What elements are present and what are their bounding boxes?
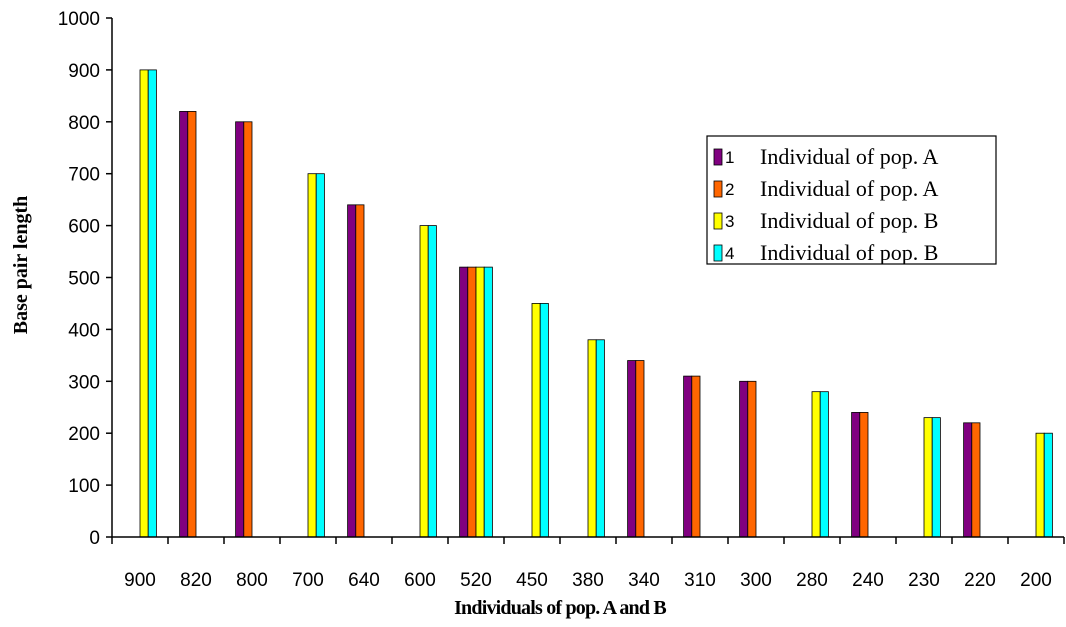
bar-series-1-820 — [179, 111, 189, 538]
bar-series-4-200 — [1043, 432, 1053, 538]
legend-label-2: Individual of pop. A — [760, 176, 939, 201]
x-tick-label-300: 300 — [740, 570, 772, 591]
legend-number-4: 4 — [725, 244, 734, 263]
bar-series-2-340 — [635, 360, 645, 538]
x-tick-label-450: 450 — [516, 570, 548, 591]
x-ticks-group: 900 820 800 700 640 600 520 450 380 340 310 300 280 2… — [111, 537, 1065, 591]
y-tick-label-400: 400 — [68, 320, 100, 341]
y-tick-label-100: 100 — [68, 476, 100, 497]
y-tick-label-1000: 1000 — [58, 9, 100, 30]
bar-series-2-300 — [747, 380, 757, 538]
y-tick-label-600: 600 — [68, 217, 100, 238]
x-tick-label-600: 600 — [404, 570, 436, 591]
bar-series-1-800 — [235, 121, 245, 538]
bar-series-3-520 — [475, 266, 485, 538]
x-tick-label-700: 700 — [292, 570, 324, 591]
legend-number-1: 1 — [725, 148, 734, 167]
x-axis-title: Individuals of pop. A and B — [454, 597, 666, 619]
legend-number-2: 2 — [725, 180, 734, 199]
y-tick-label-700: 700 — [68, 165, 100, 186]
bars-group — [139, 69, 1053, 538]
y-tick-label-300: 300 — [68, 372, 100, 393]
bar-series-3-280 — [811, 391, 821, 538]
x-tick-label-310: 310 — [684, 570, 716, 591]
y-tick-label-500: 500 — [68, 269, 100, 290]
legend-label-3: Individual of pop. B — [760, 208, 938, 233]
legend-swatch-2 — [713, 180, 723, 198]
bar-series-2-310 — [691, 375, 701, 538]
bar-series-2-800 — [243, 121, 253, 538]
legend-swatch-1 — [713, 148, 723, 166]
y-tick-label-0: 0 — [89, 528, 100, 549]
bar-series-3-900 — [139, 69, 149, 538]
bar-series-4-230 — [931, 417, 941, 538]
legend: 1 Individual of pop. A 2 Individual of pop.… — [706, 135, 997, 265]
x-tick-label-220: 220 — [964, 570, 996, 591]
bar-series-4-600 — [427, 225, 437, 538]
x-tick-label-900: 900 — [124, 570, 156, 591]
y-tick-label-200: 200 — [68, 424, 100, 445]
bar-series-4-700 — [315, 173, 325, 538]
x-tick-label-640: 640 — [348, 570, 380, 591]
bar-series-4-520 — [483, 266, 493, 538]
bar-series-3-450 — [531, 303, 541, 538]
bar-series-4-900 — [147, 69, 157, 538]
bar-series-1-310 — [683, 375, 693, 538]
bar-series-1-220 — [963, 422, 973, 538]
legend-box — [706, 135, 997, 265]
bar-series-1-640 — [347, 204, 357, 538]
legend-number-3: 3 — [725, 212, 734, 231]
bar-series-1-300 — [739, 380, 749, 538]
bar-series-1-520 — [459, 266, 469, 538]
bar-series-2-520 — [467, 266, 477, 538]
bar-series-4-450 — [539, 303, 549, 538]
bar-series-2-820 — [187, 111, 197, 538]
x-tick-label-240: 240 — [852, 570, 884, 591]
bar-series-1-340 — [627, 360, 637, 538]
legend-label-4: Individual of pop. B — [760, 240, 938, 265]
bar-series-4-380 — [595, 339, 605, 538]
bar-series-4-280 — [819, 391, 829, 538]
bar-series-3-230 — [923, 417, 933, 538]
bar-series-2-240 — [859, 412, 869, 538]
x-tick-label-380: 380 — [572, 570, 604, 591]
x-tick-label-230: 230 — [908, 570, 940, 591]
bar-series-2-640 — [355, 204, 365, 538]
x-tick-label-340: 340 — [628, 570, 660, 591]
x-tick-label-200: 200 — [1020, 570, 1052, 591]
bar-series-2-220 — [971, 422, 981, 538]
y-tick-label-900: 900 — [68, 61, 100, 82]
x-tick-label-820: 820 — [180, 570, 212, 591]
legend-swatch-4 — [713, 244, 723, 262]
x-tick-label-800: 800 — [236, 570, 268, 591]
legend-swatch-3 — [713, 212, 723, 230]
bar-series-3-380 — [587, 339, 597, 538]
x-tick-label-520: 520 — [460, 570, 492, 591]
legend-label-1: Individual of pop. A — [760, 144, 939, 169]
bar-series-1-240 — [851, 412, 861, 538]
bar-series-3-200 — [1035, 432, 1045, 538]
y-tick-label-800: 800 — [68, 113, 100, 134]
x-tick-label-280: 280 — [796, 570, 828, 591]
bar-series-3-700 — [307, 173, 317, 538]
bar-series-3-600 — [419, 225, 429, 538]
y-axis-title: Base pair length — [10, 196, 32, 335]
y-ticks-group: 0 100 200 300 400 500 600 700 800 900 1000 — [58, 9, 112, 549]
